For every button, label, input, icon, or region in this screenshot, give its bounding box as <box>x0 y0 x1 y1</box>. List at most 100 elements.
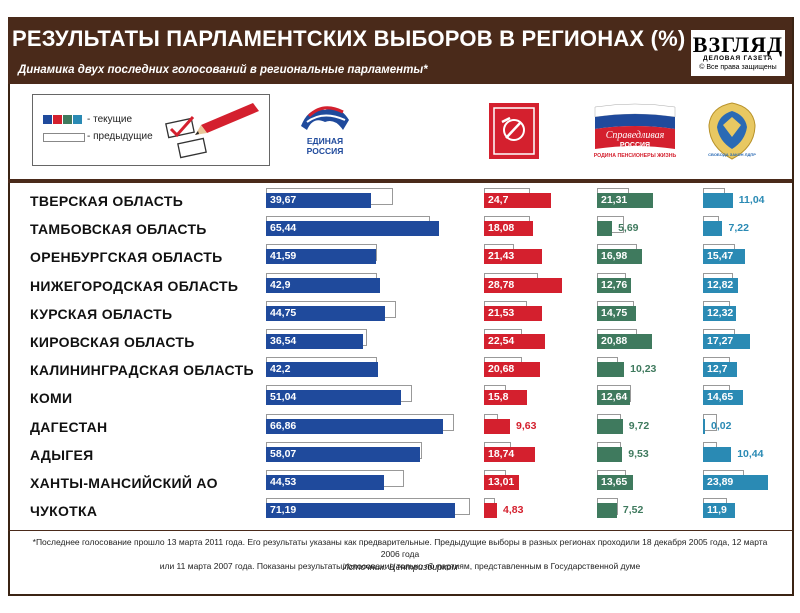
ballot-pencil-icon <box>165 103 259 159</box>
bar-current-er <box>266 503 455 519</box>
party-logo-er: ЕДИНАЯ РОССИЯ <box>290 100 360 162</box>
bar-current-ldpr <box>703 334 750 349</box>
region-label: ХАНТЫ-МАНСИЙСКИЙ АО <box>30 475 218 491</box>
bar-value-label-sr: 7,52 <box>622 504 644 517</box>
bar-value-label-er: 51,04 <box>270 391 297 404</box>
footnote-rule <box>8 530 792 531</box>
er-line2: РОССИЯ <box>307 146 344 156</box>
bar-current-er <box>266 221 440 237</box>
sr-line2: РОССИЯ <box>620 142 650 149</box>
bar-current-kprf <box>484 305 543 321</box>
bar-value-label-sr: 13,65 <box>601 476 628 488</box>
bar-value-label-sr: 9,53 <box>628 447 649 460</box>
bar-value-label-er: 44,75 <box>270 306 297 319</box>
bar-value-label-kprf: 28,78 <box>488 278 515 291</box>
bar-value-label-sr: 9,72 <box>628 419 650 432</box>
bear-icon: ЕДИНАЯ РОССИЯ <box>301 106 349 156</box>
bar-value-label-kprf: 24,7 <box>488 194 509 206</box>
bar-value-label-er: 58,07 <box>270 447 297 460</box>
bar-current-kprf <box>484 193 551 208</box>
bar-value-label-kprf: 9,63 <box>516 419 537 432</box>
bar-current-ldpr <box>703 305 737 321</box>
sr-flag-icon: Справедливая РОССИЯ РОДИНА ПЕНСИОНЕРЫ ЖИ… <box>594 103 677 159</box>
bar-current-sr <box>597 305 637 321</box>
bar-current-sr <box>597 418 623 434</box>
legend-current-label: - текущие <box>87 114 132 125</box>
legend-swatch-er <box>43 115 52 124</box>
legend-swatch-ldpr <box>73 115 82 124</box>
bar-value-label-ldpr: 12,32 <box>707 306 734 319</box>
region-label: ДАГЕСТАН <box>30 418 108 435</box>
source-note: Источник: Центризбирком <box>342 562 458 572</box>
bar-current-ldpr <box>703 446 732 462</box>
bar-value-label-ldpr: 12,7 <box>707 363 728 376</box>
bar-value-label-ldpr: 10,44 <box>737 447 764 460</box>
bar-current-ldpr <box>703 503 736 519</box>
page-subtitle: Динамика двух последних голосований в ре… <box>18 64 428 76</box>
bar-current-kprf <box>484 249 542 265</box>
bar-value-label-kprf: 18,08 <box>488 222 515 235</box>
bar-current-kprf <box>484 334 545 349</box>
bar-value-label-ldpr: 12,82 <box>707 278 734 291</box>
bar-current-sr <box>597 334 653 349</box>
rows-top-rule <box>8 179 792 183</box>
region-label: ЧУКОТКА <box>30 503 98 520</box>
region-label: ТВЕРСКАЯ ОБЛАСТЬ <box>30 193 184 209</box>
bar-value-label-kprf: 15,8 <box>488 391 509 404</box>
bar-value-label-sr: 14,75 <box>601 306 628 319</box>
bar-current-er <box>266 390 402 406</box>
header-bar <box>8 17 792 84</box>
bar-value-label-kprf: 21,53 <box>488 306 515 319</box>
bar-current-ldpr <box>703 362 738 378</box>
bar-value-label-sr: 10,23 <box>630 363 657 376</box>
region-label: КАЛИНИНГРАДСКАЯ ОБЛАСТЬ <box>30 362 254 379</box>
bar-value-label-kprf: 18,74 <box>488 447 515 460</box>
bar-current-ldpr <box>703 475 768 490</box>
party-logo-sr: Справедливая РОССИЯ РОДИНА ПЕНСИОНЕРЫ ЖИ… <box>590 100 680 162</box>
bar-value-label-kprf: 13,01 <box>488 476 515 488</box>
bar-value-label-ldpr: 11,9 <box>707 504 727 517</box>
bar-value-label-ldpr: 14,65 <box>707 391 734 404</box>
bar-value-label-er: 41,59 <box>270 250 297 263</box>
bar-value-label-er: 42,9 <box>270 278 291 291</box>
bar-value-label-ldpr: 0,02 <box>711 419 732 432</box>
bar-current-kprf <box>484 390 527 406</box>
bar-current-sr <box>597 503 617 519</box>
bar-current-kprf <box>484 418 510 434</box>
bar-current-ldpr <box>703 249 745 265</box>
footnote: *Последнее голосование прошло 13 марта 2… <box>30 536 770 572</box>
bar-current-sr <box>597 446 623 462</box>
bar-current-sr <box>597 475 634 490</box>
region-label: НИЖЕГОРОДСКАЯ ОБЛАСТЬ <box>30 277 239 294</box>
bar-current-er <box>266 362 378 378</box>
legend-swatch-kprf <box>53 115 62 124</box>
bar-current-er <box>266 305 385 321</box>
bar-current-ldpr <box>703 418 705 434</box>
bar-value-label-ldpr: 15,47 <box>707 250 734 263</box>
bar-current-er <box>266 446 420 462</box>
legend-swatch-sr <box>63 115 72 124</box>
page-title: РЕЗУЛЬТАТЫ ПАРЛАМЕНТСКИХ ВЫБОРОВ В РЕГИО… <box>12 26 686 51</box>
legend-previous-label: - предыдущие <box>87 131 153 142</box>
sr-line3: РОДИНА ПЕНСИОНЕРЫ ЖИЗНЬ <box>594 153 677 159</box>
footnote-line1: *Последнее голосование прошло 13 марта 2… <box>32 537 768 559</box>
bar-current-sr <box>597 193 654 208</box>
logo-name: ВЗГЛЯД <box>692 32 784 57</box>
bar-current-er <box>266 475 384 490</box>
logo-tagline: ДЕЛОВАЯ ГАЗЕТА <box>703 55 773 62</box>
bar-current-sr <box>597 362 625 378</box>
er-line1: ЕДИНАЯ <box>307 136 343 146</box>
bar-value-label-er: 44,53 <box>270 476 297 488</box>
bar-current-sr <box>597 390 631 406</box>
party-logo-kprf <box>486 100 542 162</box>
bar-current-sr <box>597 277 631 293</box>
bar-current-ldpr <box>703 390 743 406</box>
ldpr-text: СВОБОДА ЗАКОН ЛДПР <box>708 152 756 157</box>
bar-current-kprf <box>484 503 498 519</box>
bar-current-ldpr <box>703 193 733 208</box>
bar-value-label-sr: 5,69 <box>618 222 639 235</box>
bar-value-label-er: 71,19 <box>270 504 297 517</box>
bar-value-label-kprf: 20,68 <box>488 363 515 376</box>
bar-value-label-ldpr: 7,22 <box>728 222 749 235</box>
ldpr-emblem-icon: СВОБОДА ЗАКОН ЛДПР <box>708 102 756 160</box>
